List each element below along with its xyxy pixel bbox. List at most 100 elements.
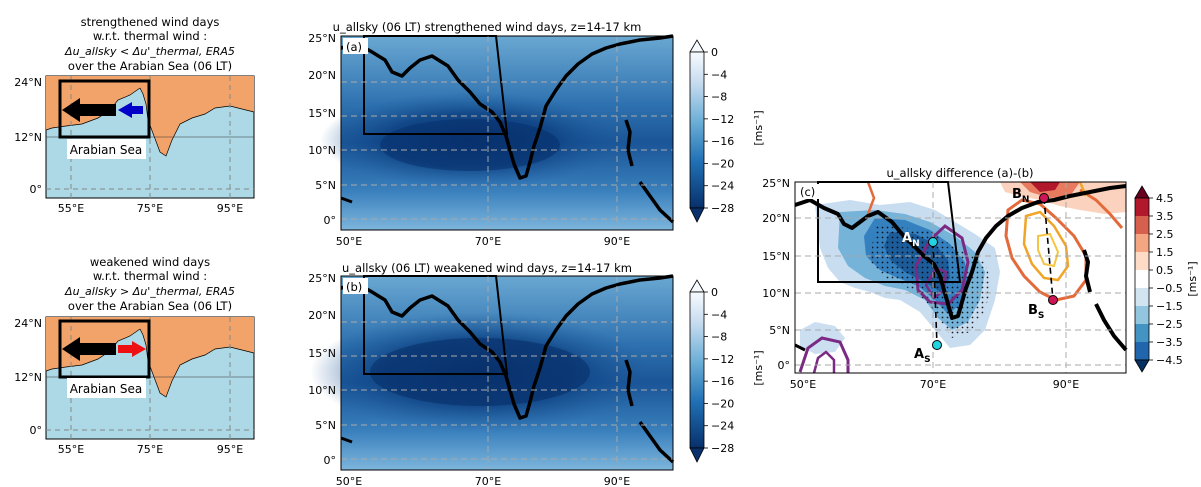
panel-c-label: (c) (800, 185, 815, 199)
colorbar-c-tick-label: 1.5 (1156, 246, 1174, 259)
arabian-sea-label-bottom: Arabian Sea (70, 382, 143, 396)
panel-b-xtick-50e: 50°E (336, 475, 362, 487)
panel-a: u_allsky (06 LT) strengthened wind days,… (308, 20, 675, 248)
schematic-top-map: Arabian Sea (45, 75, 255, 199)
panel-a-ytick-25n: 25°N (308, 32, 336, 45)
panel-a-title: u_allsky (06 LT) strengthened wind days,… (333, 20, 642, 34)
panel-c-ytick-10n: 10°N (762, 287, 790, 300)
schematic-bottom-title-line1: weakened wind days (90, 255, 210, 269)
schematic-bottom-title-line2: w.r.t. thermal wind : (93, 269, 207, 283)
colorbar-c-unit: [ms⁻¹] (1186, 261, 1199, 296)
colorbar-a-tick-label: −4 (711, 68, 727, 81)
panel-c-contour-purple (914, 224, 970, 306)
colorbar-b-tick-label: 0 (711, 286, 718, 299)
panel-c-coastline (794, 184, 1127, 320)
panel-c-ytick-0: 0° (778, 359, 791, 372)
colorbar-b-tick-label: −20 (711, 397, 734, 410)
panel-a-ytick-15n: 15°N (308, 107, 336, 120)
panel-a-xtick-70e: 70°E (475, 235, 501, 248)
thermal-wind-arrow-bottom (62, 337, 116, 361)
colorbar-a-tick-label: −28 (711, 202, 734, 215)
panel-c-xtick-50e: 50°E (790, 378, 816, 391)
schematic-top-title-line1: strengthened wind days (81, 15, 220, 29)
panel-c-contour-orange (1004, 198, 1088, 302)
schematic-top-ytick-12n: 12°N (14, 131, 42, 144)
colorbar-c-tick-label: 3.5 (1156, 210, 1174, 223)
transect-b (1043, 197, 1054, 301)
point-b-north (1039, 193, 1049, 203)
panel-c-xtick-70e: 70°E (920, 378, 946, 391)
panel-b-ytick-15n: 15°N (308, 347, 336, 360)
panel-b-xtick-90e: 90°E (604, 475, 630, 487)
colorbar-c-tick-label: 0.5 (1156, 264, 1174, 277)
colorbar-c-block (1135, 270, 1149, 289)
colorbar-a-ticks: 0 −4 −8 −12 −16 −20 −24 −28 (704, 46, 734, 215)
colorbar-a-tick-label: −24 (711, 180, 734, 193)
colorbar-c-block (1135, 252, 1149, 271)
colorbar-a-unit: [ms⁻¹] (752, 110, 765, 145)
colorbar-b-tick-label: −24 (711, 420, 734, 433)
panel-a-coastline (340, 34, 674, 180)
schematic-top-title-line3: Δu_allsky < Δu'_thermal, ERA5 (64, 45, 235, 58)
schematic-bottom-title-line3: Δu_allsky > Δu'_thermal, ERA5 (64, 285, 235, 298)
allsky-wind-arrow-bottom (118, 341, 146, 357)
schematic-top-xtick-55e: 55°E (58, 202, 84, 215)
colorbar-a: 0 −4 −8 −12 −16 −20 −24 −28 [ms⁻¹] (689, 39, 765, 223)
schematic-bottom-xtick-75e: 75°E (137, 443, 163, 456)
schematic-bottom-xtick-95e: 95°E (217, 443, 243, 456)
schematic-bottom-map: Arabian Sea (45, 316, 255, 440)
panel-b-ytick-25n: 25°N (308, 272, 336, 285)
colorbar-a-tick-label: −8 (711, 91, 727, 104)
schematic-bottom-xtick-55e: 55°E (58, 443, 84, 456)
schematic-top-title-line4: over the Arabian Sea (06 LT) (68, 59, 232, 73)
label-a-north: AN (902, 231, 920, 249)
panel-c-ytick-20n: 20°N (762, 212, 790, 225)
label-b-north: BN (1012, 187, 1029, 205)
allsky-wind-arrow-top (118, 102, 143, 118)
colorbar-b: 0 −4 −8 −12 −16 −20 −24 −28 [ms⁻¹] (689, 279, 765, 463)
label-a-south: AS (914, 347, 931, 365)
colorbar-b-unit: [ms⁻¹] (752, 350, 765, 385)
schematic-bottom-ytick-0: 0° (30, 424, 43, 437)
schematic-bottom-title-line4: over the Arabian Sea (06 LT) (68, 299, 232, 313)
colorbar-b-tick-label: −28 (711, 442, 734, 455)
colorbar-c-ticks: 4.5 3.5 2.5 1.5 0.5 −0.5 −1.5 −2.5 −3.5 −4.5 (1149, 192, 1183, 367)
colorbar-c-block (1135, 216, 1149, 235)
panel-a-xtick-90e: 90°E (604, 235, 630, 248)
colorbar-c-block (1135, 234, 1149, 253)
colorbar-c-tick-label: −4.5 (1156, 354, 1183, 367)
colorbar-b-ticks: 0 −4 −8 −12 −16 −20 −24 −28 (704, 286, 734, 455)
panel-c: u_allsky difference (a)-(b) (762, 166, 1128, 391)
colorbar-c-tick-label: −1.5 (1156, 300, 1183, 313)
india-top (140, 76, 254, 156)
colorbar-c-block (1135, 306, 1149, 325)
schematic-top-title-line2: w.r.t. thermal wind : (93, 29, 207, 43)
schematic-top-ytick-24n: 24°N (14, 76, 42, 89)
panel-b-title: u_allsky (06 LT) weakened wind days, z=1… (342, 261, 632, 275)
schematic-bottom-ytick-12n: 12°N (14, 371, 42, 384)
panel-a-ytick-10n: 10°N (308, 144, 336, 157)
panel-b-ytick-10n: 10°N (308, 384, 336, 397)
point-b-south (1048, 295, 1058, 305)
point-a-north (928, 237, 938, 247)
schematic-top-ytick-0: 0° (30, 183, 43, 196)
colorbar-b-tick-label: −4 (711, 308, 727, 321)
colorbar-b-tick-label: −12 (711, 353, 734, 366)
colorbar-a-tick-label: 0 (711, 46, 718, 59)
colorbar-c-tick-label: −3.5 (1156, 336, 1183, 349)
panel-a-xtick-50e: 50°E (336, 235, 362, 248)
panel-c-ytick-15n: 15°N (762, 250, 790, 263)
colorbar-c-tick-label: 2.5 (1156, 228, 1174, 241)
panel-b-label: (b) (346, 280, 362, 294)
colorbar-a-tick-label: −20 (711, 157, 734, 170)
colorbar-b-tick-label: −8 (711, 331, 727, 344)
panel-c-title: u_allsky difference (a)-(b) (886, 166, 1033, 180)
arabian-peninsula-top (46, 76, 140, 130)
colorbar-c-block (1135, 288, 1149, 307)
colorbar-c-tick-label: −0.5 (1156, 282, 1183, 295)
panel-b: u_allsky (06 LT) weakened wind days, z=1… (308, 261, 675, 487)
panel-c-ytick-25n: 25°N (762, 177, 790, 190)
panel-a-label: (a) (346, 40, 362, 54)
colorbar-a-tick-label: −16 (711, 135, 734, 148)
